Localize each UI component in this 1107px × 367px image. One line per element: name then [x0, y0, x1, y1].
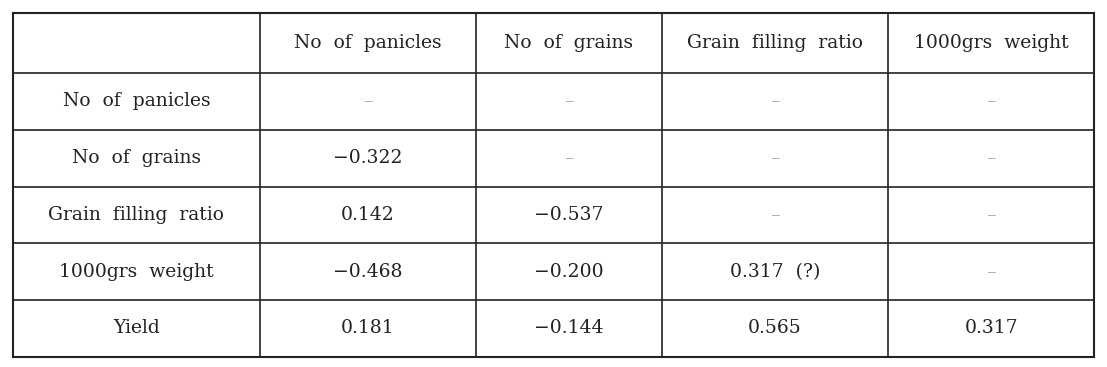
Text: 0.142: 0.142 [341, 206, 394, 224]
Text: 0.317: 0.317 [964, 319, 1018, 337]
Text: No  of  grains: No of grains [72, 149, 201, 167]
Text: –: – [770, 92, 779, 110]
Text: –: – [363, 92, 372, 110]
Text: −0.200: −0.200 [534, 263, 603, 281]
Text: –: – [986, 263, 996, 281]
Text: –: – [770, 149, 779, 167]
Text: –: – [770, 206, 779, 224]
Text: 1000grs  weight: 1000grs weight [59, 263, 214, 281]
Text: No  of  grains: No of grains [504, 34, 633, 52]
Text: Grain  filling  ratio: Grain filling ratio [687, 34, 863, 52]
Text: 0.317  (?): 0.317 (?) [730, 263, 820, 281]
Text: No  of  panicles: No of panicles [63, 92, 210, 110]
Text: 0.565: 0.565 [748, 319, 801, 337]
Text: Grain  filling  ratio: Grain filling ratio [49, 206, 225, 224]
Text: −0.144: −0.144 [534, 319, 603, 337]
Text: No  of  panicles: No of panicles [293, 34, 442, 52]
Text: –: – [986, 149, 996, 167]
Text: –: – [563, 92, 573, 110]
Text: −0.322: −0.322 [333, 149, 403, 167]
Text: −0.468: −0.468 [333, 263, 403, 281]
Text: –: – [563, 149, 573, 167]
Text: 0.181: 0.181 [341, 319, 394, 337]
Text: –: – [986, 92, 996, 110]
Text: 1000grs  weight: 1000grs weight [913, 34, 1068, 52]
Text: Yield: Yield [113, 319, 159, 337]
Text: –: – [986, 206, 996, 224]
Text: −0.537: −0.537 [534, 206, 603, 224]
